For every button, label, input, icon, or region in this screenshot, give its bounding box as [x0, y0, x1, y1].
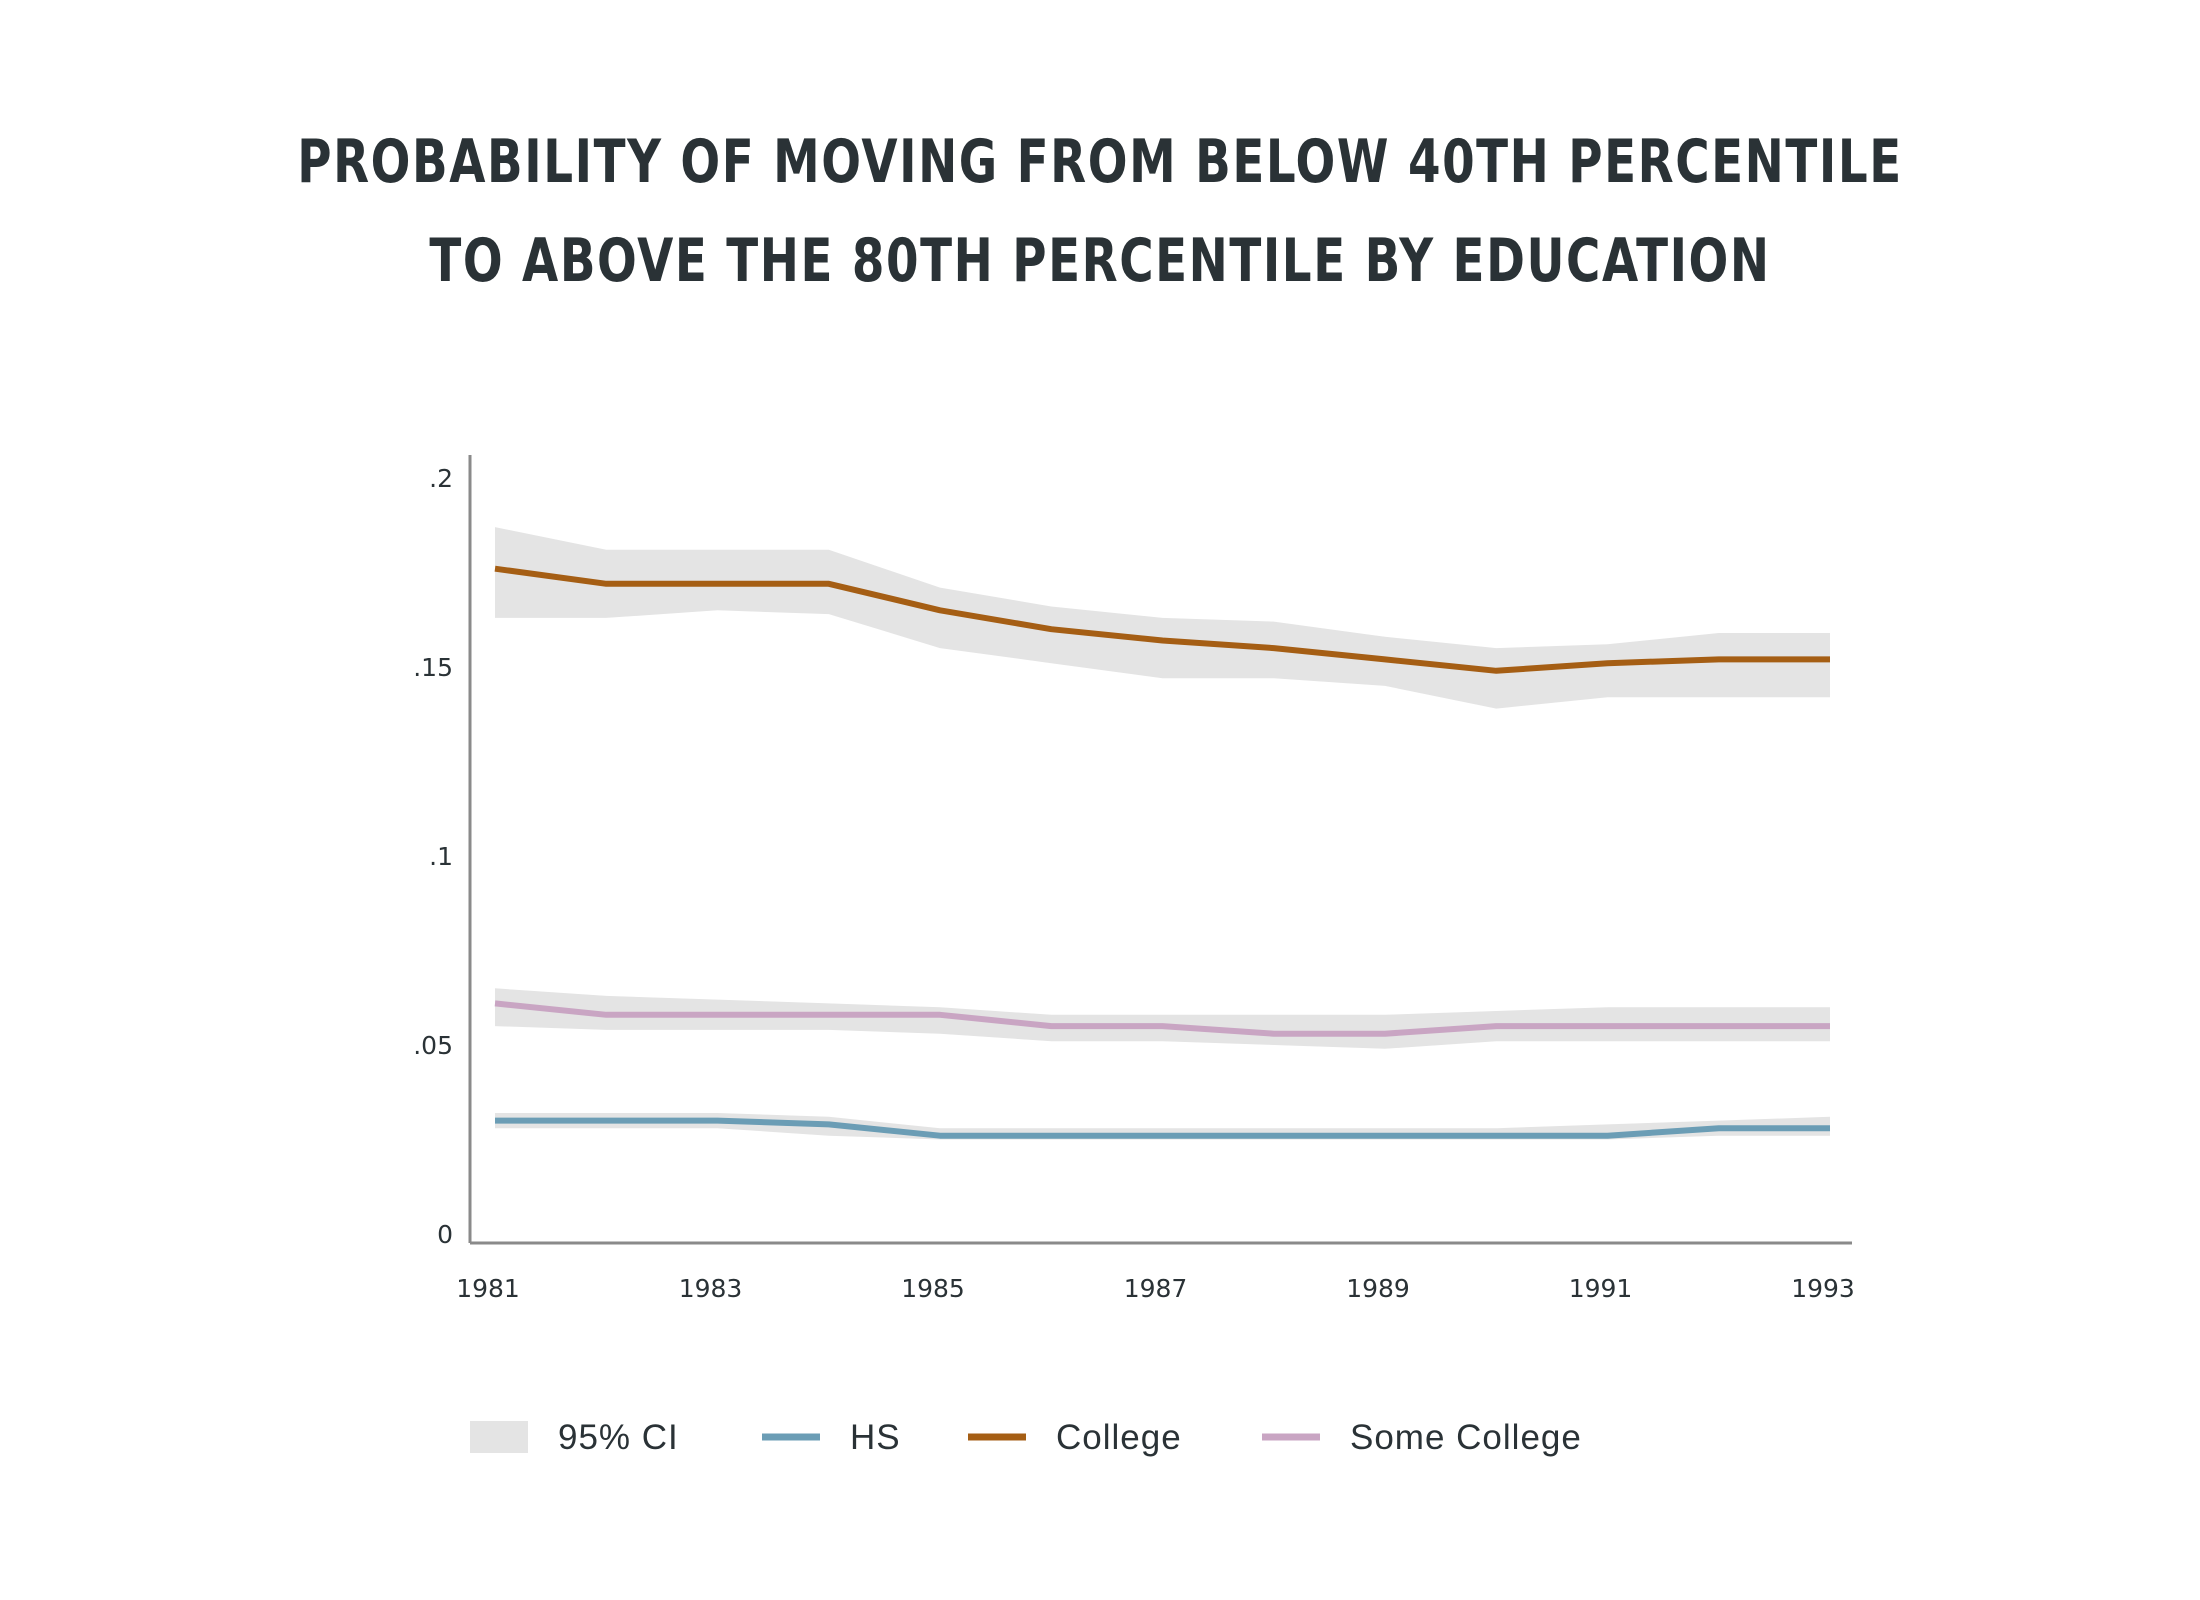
legend-item-95-ci: 95% CI	[470, 1418, 679, 1457]
legend-item-college: College	[968, 1418, 1182, 1457]
legend-item-some-college: Some College	[1262, 1418, 1582, 1457]
x-tick-label: 1983	[679, 1274, 743, 1303]
chart-title-line-2: TO ABOVE THE 80TH PERCENTILE BY EDUCATIO…	[429, 226, 1771, 296]
series-line-some-college	[494, 1000, 1830, 1037]
ci-band-college	[495, 527, 1830, 709]
y-tick-label: .2	[429, 464, 453, 493]
y-tick-label: 0	[437, 1220, 453, 1249]
x-tick-label: 1985	[901, 1274, 965, 1303]
legend-label: College	[1056, 1418, 1182, 1457]
ci-bands	[495, 527, 1830, 1140]
x-tick-label: 1987	[1124, 1274, 1188, 1303]
y-tick-label: .15	[413, 653, 453, 682]
ci-band-some-college	[495, 988, 1830, 1049]
y-tick-labels: 0 .05 .1 .15 .2	[413, 464, 453, 1249]
chart-title-line-1: PROBABILITY OF MOVING FROM BELOW 40TH PE…	[297, 127, 1903, 197]
x-tick-label: 1981	[456, 1274, 520, 1303]
x-tick-label: 1993	[1791, 1274, 1855, 1303]
y-tick-label: .05	[413, 1031, 453, 1060]
series-line-college	[494, 565, 1830, 674]
legend-label: Some College	[1350, 1418, 1582, 1457]
axes	[468, 455, 1852, 1245]
legend-label: HS	[850, 1418, 901, 1457]
legend-label: 95% CI	[558, 1418, 679, 1457]
legend-item-hs: HS	[762, 1418, 901, 1457]
legend: 95% CI HS College Some College	[470, 1418, 1582, 1457]
x-tick-labels: 1981 1983 1985 1987 1989 1991 1993	[456, 1274, 1855, 1303]
x-tick-label: 1989	[1346, 1274, 1410, 1303]
x-tick-label: 1991	[1569, 1274, 1633, 1303]
series-line-hs	[495, 1117, 1830, 1139]
series-lines	[494, 565, 1830, 1139]
legend-swatch-band	[470, 1421, 528, 1453]
y-tick-label: .1	[429, 842, 453, 871]
